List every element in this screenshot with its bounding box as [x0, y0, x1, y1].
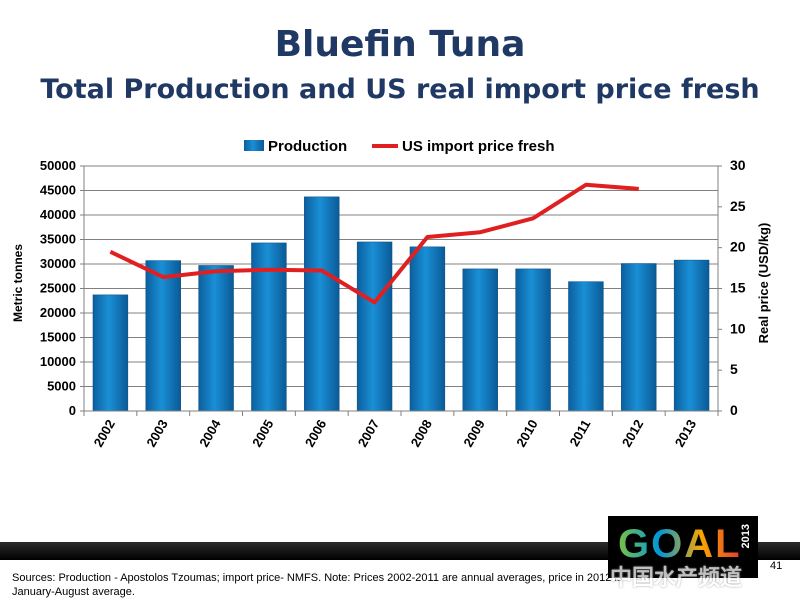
y-left-tick-label: 15000	[40, 330, 76, 345]
sources-note: Sources: Production - Apostolos Tzoumas;…	[12, 572, 623, 598]
y-left-tick-label: 5000	[47, 379, 76, 394]
goal-logo-year: 2013	[740, 524, 752, 549]
y-axis-right-title: Real price (USD/kg)	[756, 223, 771, 344]
goal-logo-text: GOAL	[618, 522, 742, 567]
goal-logo-wordmark: GOAL	[618, 522, 742, 566]
combo-chart: Production US import price fresh 0 5000 10…	[11, 138, 771, 450]
y-right-tick-label: 10	[730, 320, 746, 336]
y-right-tick-label: 15	[730, 280, 746, 296]
y-left-tick-label: 35000	[40, 232, 76, 247]
y-axis-right-ticks: 0 5 10 15 20 25 30	[730, 157, 746, 418]
y-axis-left-ticks: 0 5000 10000 15000 20000 25000 30000 35000 40000…	[40, 158, 76, 418]
x-tick-label: 2006	[302, 417, 329, 450]
bar-production	[198, 265, 234, 412]
x-tick-label: 2010	[513, 417, 540, 450]
legend-label-production: Production	[268, 138, 347, 155]
x-tick-label: 2002	[91, 417, 118, 450]
axes	[80, 165, 722, 416]
bar-production	[515, 268, 551, 412]
x-tick-label: 2013	[672, 417, 699, 450]
footer-bar	[0, 542, 800, 560]
goal-logo: GOAL 2013	[608, 516, 758, 578]
x-tick-label: 2012	[619, 417, 646, 450]
y-right-tick-label: 0	[730, 402, 738, 418]
y-right-tick-label: 30	[730, 157, 746, 173]
x-tick-label: 2003	[143, 417, 170, 450]
y-right-tick-label: 5	[730, 361, 738, 377]
legend-label-price: US import price fresh	[402, 138, 555, 155]
bar-production	[356, 241, 393, 412]
watermark: 中国水产频道	[610, 566, 743, 591]
page-number: 41	[770, 560, 783, 572]
chart-legend: Production US import price fresh	[244, 138, 555, 155]
y-right-tick-label: 20	[730, 239, 746, 255]
x-tick-label: 2007	[355, 417, 382, 450]
y-left-tick-label: 45000	[40, 183, 76, 198]
y-left-tick-label: 50000	[40, 158, 76, 173]
y-left-tick-label: 25000	[40, 281, 76, 296]
x-tick-label: 2009	[460, 417, 487, 450]
y-right-tick-label: 25	[730, 198, 746, 214]
y-left-tick-label: 20000	[40, 305, 76, 320]
x-tick-label: 2005	[249, 417, 276, 450]
bar-production	[462, 268, 498, 412]
bar-production	[621, 263, 657, 412]
price-line	[109, 182, 639, 305]
bar-production	[92, 294, 129, 412]
y-axis-left-title: Metric tonnes	[11, 244, 25, 322]
bar-production	[409, 246, 446, 412]
y-left-tick-label: 10000	[40, 354, 76, 369]
production-bars	[92, 196, 710, 412]
slide-subtitle: Total Production and US real import pric…	[40, 74, 760, 105]
x-tick-label: 2011	[566, 417, 593, 449]
bar-production	[568, 281, 604, 412]
x-tick-label: 2004	[196, 416, 224, 449]
legend-swatch-production	[244, 140, 264, 151]
bar-production	[145, 260, 181, 412]
x-axis-ticks: 2002 2003 2004 2005 2006 2007 2008 2009 2010 2011…	[91, 416, 700, 449]
y-left-tick-label: 40000	[40, 207, 76, 222]
bar-production	[304, 196, 340, 412]
bar-production	[673, 259, 710, 412]
y-left-tick-label: 0	[69, 403, 76, 418]
y-left-tick-label: 30000	[40, 256, 76, 271]
slide-title: Bluefin Tuna	[274, 24, 526, 65]
x-tick-label: 2008	[408, 417, 435, 450]
